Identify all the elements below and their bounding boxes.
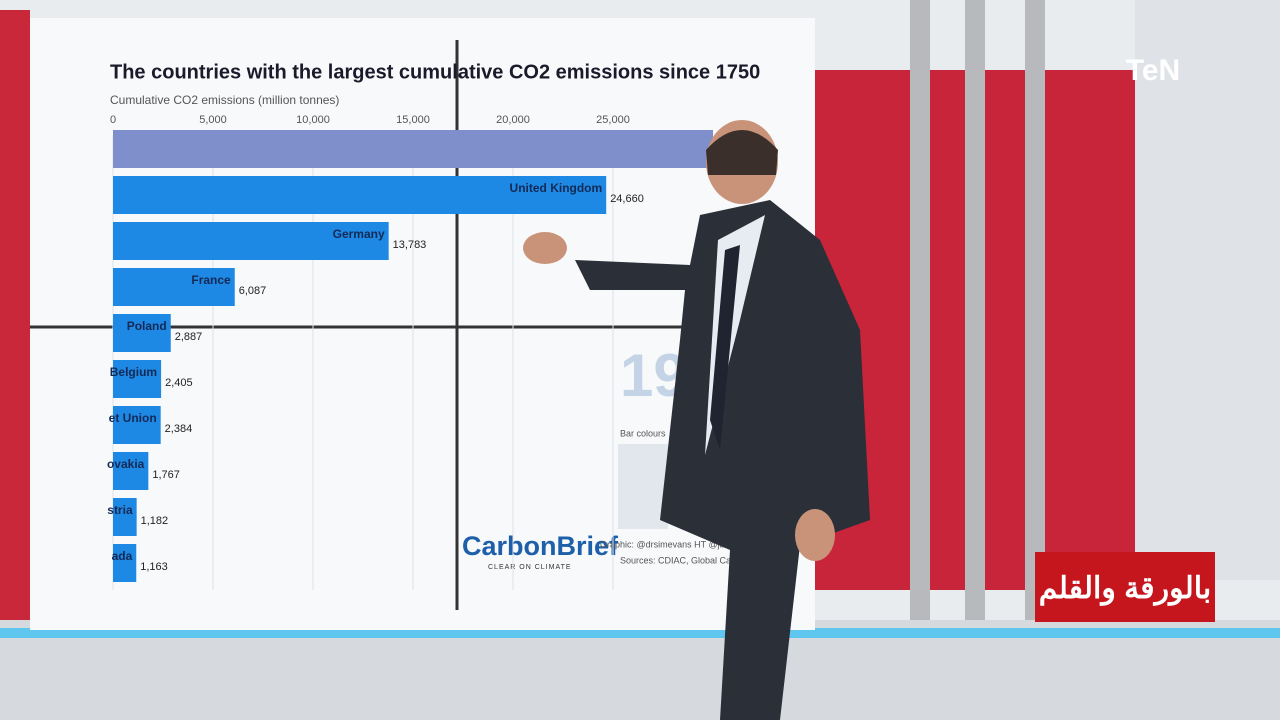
channel-logo: TeN [1126,54,1180,87]
x-tick-label: 15,000 [396,114,430,126]
value-label: 2,384 [165,423,193,435]
value-label: 2,405 [165,377,193,389]
x-tick-label: 0 [110,114,116,126]
program-banner [1035,552,1215,622]
bar [113,130,713,168]
brand-tagline: CLEAR ON CLIMATE [488,564,572,571]
category-label: ovakia [107,457,145,471]
presenter [523,120,870,720]
program-title: بالورقة والقلم [1039,572,1211,606]
chart-title: The countries with the largest cumulativ… [110,61,760,83]
x-tick-label: 10,000 [296,114,330,126]
bar [113,268,235,306]
category-label: et Union [109,411,157,425]
value-label: 13,783 [393,239,427,251]
bar [113,406,161,444]
category-label: Germany [333,227,385,241]
legend-note: Bar colours [620,428,666,438]
bar [113,544,137,582]
brand-logo: CarbonBrief [462,531,619,561]
bar [113,314,171,352]
bar [113,222,389,260]
category-label: Poland [127,319,167,333]
bar [113,360,162,398]
bar [113,498,137,536]
category-label: ada [112,549,133,563]
pillar [910,0,930,620]
light-strip [0,628,1280,638]
x-tick-label: 5,000 [199,114,227,126]
category-label: France [191,273,231,287]
bar [113,176,607,214]
category-label: United Kingdom [510,181,603,195]
value-label: 2,887 [175,331,203,343]
red-panel-left [0,10,30,630]
pillar [965,0,985,620]
category-label: Belgium [110,365,157,379]
bar [113,452,149,490]
credit: Graphic: @drsimevans HT @jburn [600,539,738,549]
chart: The countries with the largest cumulativ… [107,61,760,590]
x-tick-label: 25,000 [596,114,630,126]
value-label: 1,163 [140,561,168,573]
value-label: 6,087 [239,285,267,297]
map-inset [618,444,668,529]
value-label: 1,767 [152,469,180,481]
side-wall [1135,0,1280,580]
value-label: 1,182 [141,515,169,527]
category-label: stria [107,503,133,517]
pillar [1025,0,1045,620]
x-tick-label: 20,000 [496,114,530,126]
source: Sources: CDIAC, Global Carbon [620,555,749,565]
x-axis-label: Cumulative CO2 emissions (million tonnes… [110,93,339,107]
value-label: 24,660 [610,193,644,205]
